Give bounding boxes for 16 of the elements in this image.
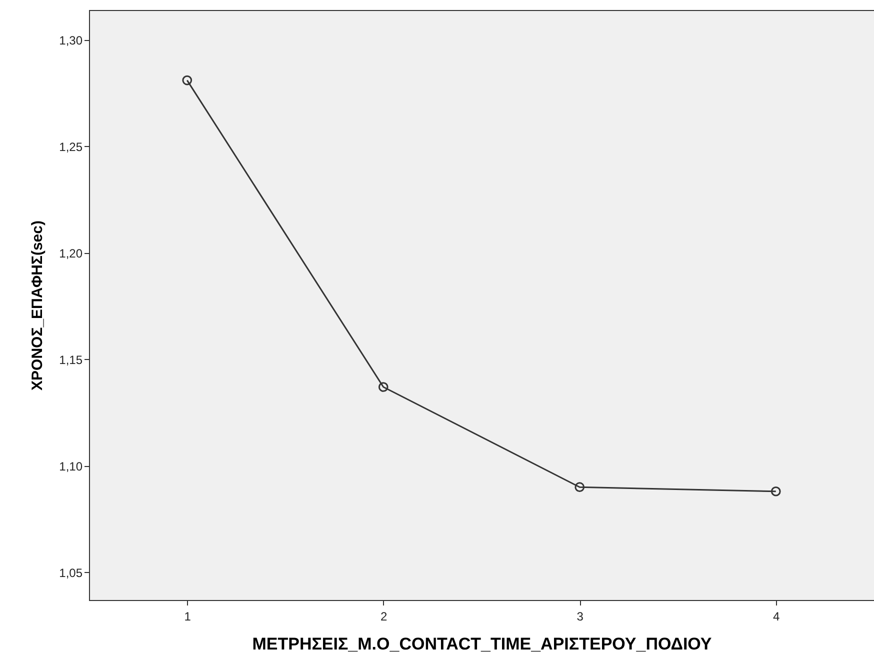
point <box>574 482 585 492</box>
y-tick-label: 1,10 <box>59 459 83 474</box>
x-tick-label: 4 <box>773 610 780 624</box>
x-axis-title: ΜΕΤΡΗΣΕΙΣ_Μ.Ο_CONTACT_TIME_ΑΡΙΣΤΕΡΟΥ_ΠΟΔΙΟΥ <box>252 634 712 654</box>
point <box>378 382 388 392</box>
y-tick-label: 1,20 <box>59 246 83 260</box>
y-tick-label: 1,15 <box>59 352 83 367</box>
y-axis-title: ΧΡΟΝΟΣ_ΕΠΑΦΗΣ(sec) <box>29 220 46 390</box>
x-tick-label: 3 <box>576 610 584 624</box>
point <box>770 486 781 496</box>
y-tick-label: 1,05 <box>59 566 83 580</box>
x-tick-label: 2 <box>380 610 388 624</box>
y-tick-label: 1,25 <box>59 140 83 154</box>
x-tick-label: 1 <box>184 610 192 624</box>
point <box>182 75 192 86</box>
y-tick-label: 1,30 <box>59 33 83 48</box>
